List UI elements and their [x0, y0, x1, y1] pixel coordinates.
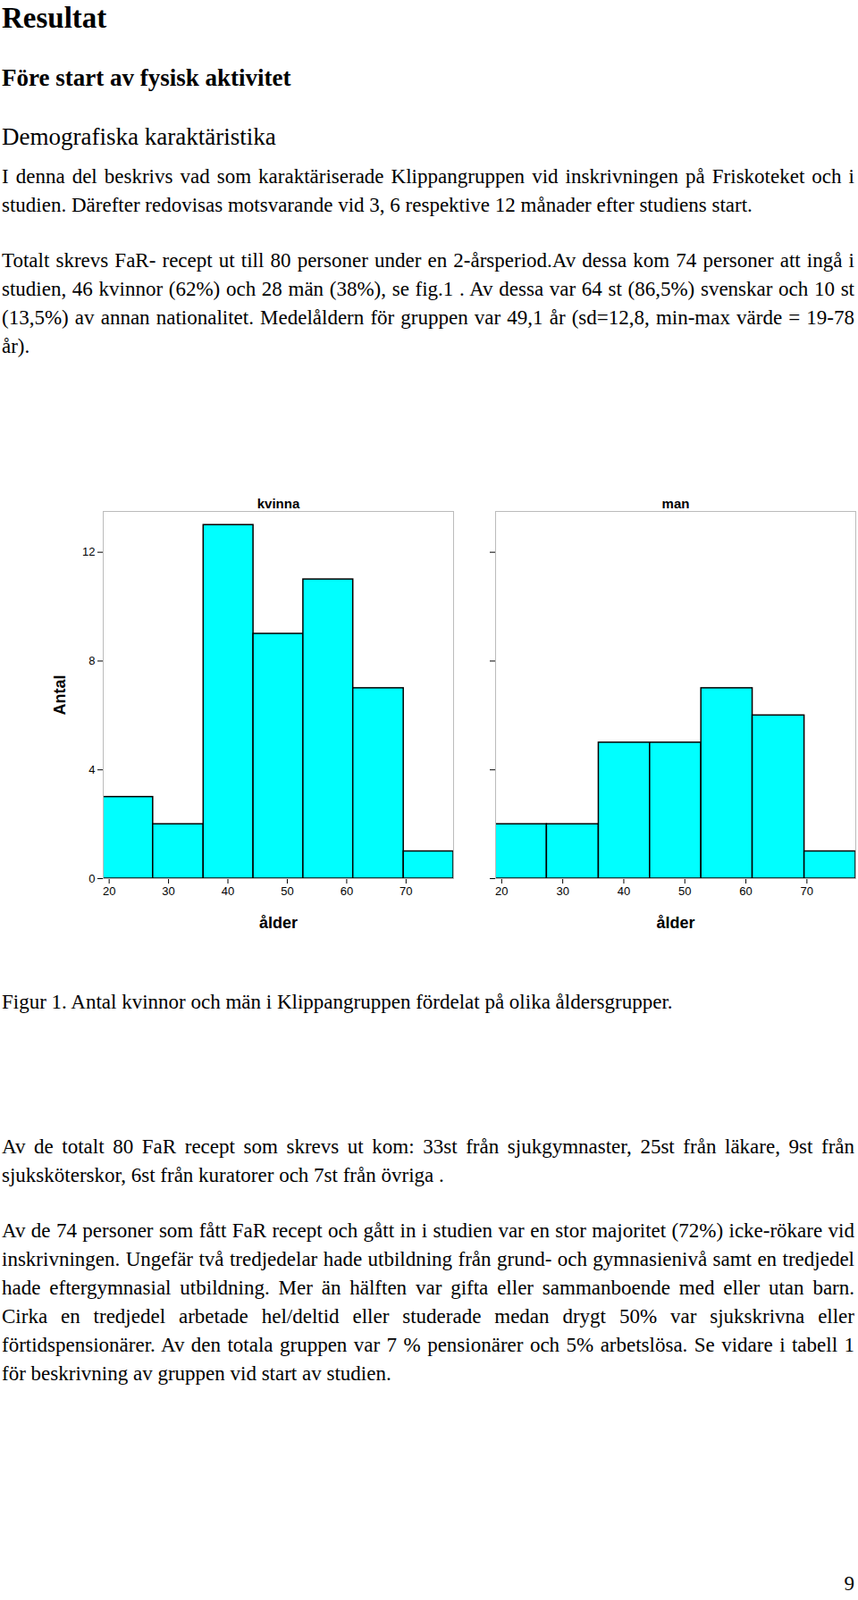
svg-text:70: 70	[399, 884, 413, 899]
svg-text:40: 40	[617, 884, 631, 899]
svg-text:50: 50	[280, 884, 294, 899]
html-text:Figur 1. Antal kvinnor och män: Figur 1. Antal kvinnor och män i Klippan…	[1, 991, 673, 1014]
svg-text:60: 60	[739, 884, 752, 899]
svg-text:0: 0	[88, 872, 95, 886]
svg-text:ålder: ålder	[656, 914, 695, 933]
svg-text:8: 8	[88, 654, 95, 668]
svg-text:50: 50	[678, 884, 691, 899]
svg-text:30: 30	[555, 884, 569, 899]
svg-text:Antal: Antal	[50, 675, 69, 716]
html-text:I denna del beskrivs vad som k: I denna del beskrivs vad som karaktärise…	[1, 165, 855, 217]
svg-text:60: 60	[340, 884, 354, 899]
svg-text:12: 12	[82, 545, 95, 559]
html-text:Totalt skrevs FaR- recept ut t: Totalt skrevs FaR- recept ut till 80 per…	[1, 249, 855, 358]
html-text:Av de totalt 80 FaR recept som: Av de totalt 80 FaR recept som skrevs ut…	[1, 1135, 855, 1187]
html-text:Resultat: Resultat	[1, 1, 107, 34]
html-text:Före start av fysisk aktivitet: Före start av fysisk aktivitet	[1, 64, 291, 92]
svg-text:kvinna: kvinna	[257, 496, 301, 512]
svg-text:30: 30	[161, 884, 175, 899]
svg-text:4: 4	[88, 763, 95, 777]
svg-text:20: 20	[102, 884, 116, 899]
svg-text:70: 70	[800, 884, 814, 899]
html-text:9: 9	[844, 1573, 855, 1596]
html-text:Demografiska karaktäristika: Demografiska karaktäristika	[1, 123, 276, 151]
html-text:Av de 74 personer som fått FaR: Av de 74 personer som fått FaR recept oc…	[1, 1219, 855, 1386]
svg-text:ålder: ålder	[259, 914, 298, 933]
svg-text:20: 20	[495, 884, 508, 899]
svg-text:40: 40	[221, 884, 235, 899]
svg-text:man: man	[662, 496, 690, 512]
